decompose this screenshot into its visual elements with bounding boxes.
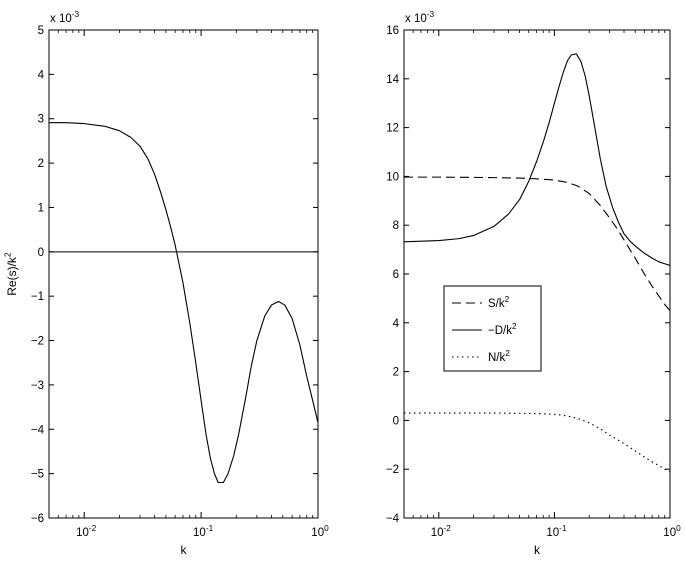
y-axis-label: Re(s)/k2 xyxy=(3,252,19,296)
x-tick-label: 10-2 xyxy=(431,524,452,539)
y-multiplier-base: x 10 xyxy=(50,13,72,25)
y-axis-label-base: Re(s)/k xyxy=(5,256,19,296)
series-line-dashed xyxy=(404,176,671,311)
x-tick-label-base: 10 xyxy=(546,527,559,539)
x-tick-label-exponent: 0 xyxy=(676,524,681,533)
legend-entry-label-base: N/k xyxy=(488,352,506,364)
x-tick-label: 100 xyxy=(311,524,329,539)
y-tick-label: 12 xyxy=(386,123,399,135)
y-tick-label: 2 xyxy=(38,158,44,170)
y-tick-label: 6 xyxy=(393,269,399,281)
legend-box xyxy=(443,285,542,372)
y-multiplier-exponent: -3 xyxy=(72,10,80,19)
legend-entry-label: −D/k2 xyxy=(488,322,517,337)
x-tick-label-base: 10 xyxy=(76,527,89,539)
x-tick-label: 100 xyxy=(663,524,681,539)
y-tick-label: −6 xyxy=(31,513,44,525)
y-multiplier-exponent: -3 xyxy=(427,10,435,19)
legend-entry-label: N/k2 xyxy=(488,349,510,364)
x-axis-label: k xyxy=(534,543,541,557)
y-tick-label: 3 xyxy=(38,114,44,126)
y-tick-label: 0 xyxy=(393,415,399,427)
y-multiplier-base: x 10 xyxy=(405,13,427,25)
y-tick-label: 4 xyxy=(393,318,400,330)
y-multiplier: x 10-3 xyxy=(405,10,435,25)
x-tick-label-exponent: -1 xyxy=(206,524,214,533)
x-tick-label: 10-1 xyxy=(546,524,567,539)
y-tick-label: −2 xyxy=(31,336,44,348)
y-axis-label-exponent: 2 xyxy=(3,252,13,257)
y-tick-label: 10 xyxy=(386,171,399,183)
axes-frame xyxy=(403,29,671,519)
y-tick-label: −4 xyxy=(386,513,400,525)
legend-entry-label: S/k2 xyxy=(488,295,510,310)
y-tick-label: −1 xyxy=(31,291,44,303)
y-multiplier: x 10-3 xyxy=(50,10,80,25)
series-line-solid xyxy=(403,53,671,266)
y-tick-label: −2 xyxy=(386,464,399,476)
x-tick-label-base: 10 xyxy=(431,527,444,539)
axes-frame xyxy=(48,29,319,519)
x-tick-label-base: 10 xyxy=(311,527,324,539)
legend-entry-label-exponent: 2 xyxy=(505,295,510,304)
y-tick-label: 5 xyxy=(38,25,44,37)
x-tick-label: 10-1 xyxy=(193,524,214,539)
x-tick-label-exponent: 0 xyxy=(324,524,329,533)
series-line-solid xyxy=(49,122,319,484)
x-axis-label: k xyxy=(181,543,188,557)
x-tick-label: 10-2 xyxy=(76,524,97,539)
y-tick-label: 4 xyxy=(38,69,45,81)
legend-entry-label-base: S/k xyxy=(488,298,505,310)
y-tick-label: 14 xyxy=(386,74,399,86)
legend-entry-label-base: −D/k xyxy=(488,325,512,337)
y-tick-label: 1 xyxy=(38,202,44,214)
y-tick-label: 2 xyxy=(393,367,399,379)
y-tick-label: −3 xyxy=(31,380,44,392)
y-tick-label: −5 xyxy=(31,469,44,481)
x-tick-label-exponent: -1 xyxy=(559,524,567,533)
legend: S/k2−D/k2N/k2 xyxy=(443,285,542,372)
x-tick-label-base: 10 xyxy=(663,527,676,539)
legend-entry-label-exponent: 2 xyxy=(505,349,510,358)
x-tick-label-base: 10 xyxy=(193,527,206,539)
x-tick-label-exponent: -2 xyxy=(89,524,97,533)
series-line-dotted xyxy=(404,412,671,473)
x-tick-label-exponent: -2 xyxy=(444,524,452,533)
y-tick-label: 16 xyxy=(386,25,399,37)
legend-entry-label-exponent: 2 xyxy=(512,322,517,331)
y-tick-label: −4 xyxy=(31,424,45,436)
y-tick-label: 0 xyxy=(38,247,44,259)
y-tick-label: 8 xyxy=(393,220,399,232)
